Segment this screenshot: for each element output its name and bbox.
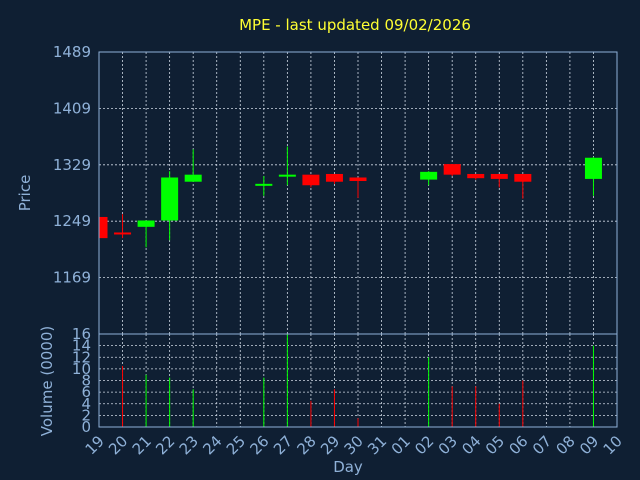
x-tick-label: 05 — [482, 432, 508, 458]
x-tick-label: 03 — [435, 432, 461, 458]
candle-body — [114, 232, 132, 235]
volume-tick-label: 4 — [81, 395, 91, 413]
price-tick-label: 1489 — [53, 43, 91, 61]
x-tick-label: 29 — [317, 432, 343, 458]
x-tick-label: 30 — [341, 432, 367, 458]
volume-grid — [99, 334, 617, 427]
volume-tick-label: 12 — [72, 348, 91, 366]
x-tick-label: 25 — [223, 432, 249, 458]
volume-axis-label: Volume (0000) — [38, 326, 56, 436]
volume-tick-label: 8 — [81, 372, 91, 390]
volume-tick-label: 14 — [72, 337, 91, 355]
candle-body — [255, 183, 273, 186]
x-tick-label: 01 — [388, 432, 414, 458]
x-tick-label: 28 — [294, 432, 320, 458]
candle-body — [184, 174, 202, 182]
x-tick-labels: 1920212223242526272829303101020304050607… — [82, 432, 626, 458]
x-tick-label: 10 — [600, 432, 626, 458]
volume-panel-frame — [98, 333, 618, 428]
price-tick-label: 1409 — [53, 99, 91, 117]
candle-body — [325, 173, 343, 182]
x-tick-label: 19 — [82, 432, 108, 458]
candle-body — [137, 220, 155, 227]
candle-body — [514, 173, 532, 182]
price-tick-label: 1169 — [53, 269, 91, 287]
x-axis-label: Day — [333, 458, 363, 476]
candle-body — [278, 174, 296, 177]
candle-body — [420, 171, 438, 180]
candle-body — [349, 177, 367, 182]
volume-tick-label: 0 — [81, 418, 91, 436]
volume-tick-label: 10 — [72, 360, 91, 378]
candle-body — [584, 157, 602, 179]
candle-body — [99, 216, 108, 239]
candle-body — [490, 173, 508, 179]
candle-body — [302, 174, 320, 186]
x-tick-label: 26 — [246, 432, 272, 458]
candle-body — [467, 173, 485, 179]
x-tick-label: 21 — [129, 432, 155, 458]
candles — [98, 146, 602, 248]
candle-body — [161, 177, 179, 221]
candle-body — [443, 164, 461, 175]
x-tick-label: 27 — [270, 432, 296, 458]
volume-tick-label: 6 — [81, 383, 91, 401]
x-tick-label: 31 — [364, 432, 390, 458]
x-tick-label: 02 — [411, 432, 437, 458]
x-tick-label: 23 — [176, 432, 202, 458]
x-tick-label: 20 — [105, 432, 131, 458]
x-tick-label: 24 — [199, 432, 225, 458]
price-tick-label: 1329 — [53, 156, 91, 174]
x-tick-label: 09 — [576, 432, 602, 458]
x-tick-label: 08 — [553, 432, 579, 458]
chart-title: MPE - last updated 09/02/2026 — [239, 16, 471, 34]
x-tick-label: 22 — [152, 432, 178, 458]
price-axis-label: Price — [16, 175, 34, 212]
price-tick-label: 1249 — [53, 212, 91, 230]
volume-bars — [122, 334, 594, 427]
volume-tick-label: 16 — [72, 325, 91, 343]
volume-tick-label: 2 — [81, 406, 91, 424]
x-tick-label: 04 — [458, 432, 484, 458]
x-tick-label: 07 — [529, 432, 555, 458]
x-tick-label: 06 — [505, 432, 531, 458]
price-y-tick-labels: 1489 1409 1329 1249 1169 — [53, 43, 91, 287]
